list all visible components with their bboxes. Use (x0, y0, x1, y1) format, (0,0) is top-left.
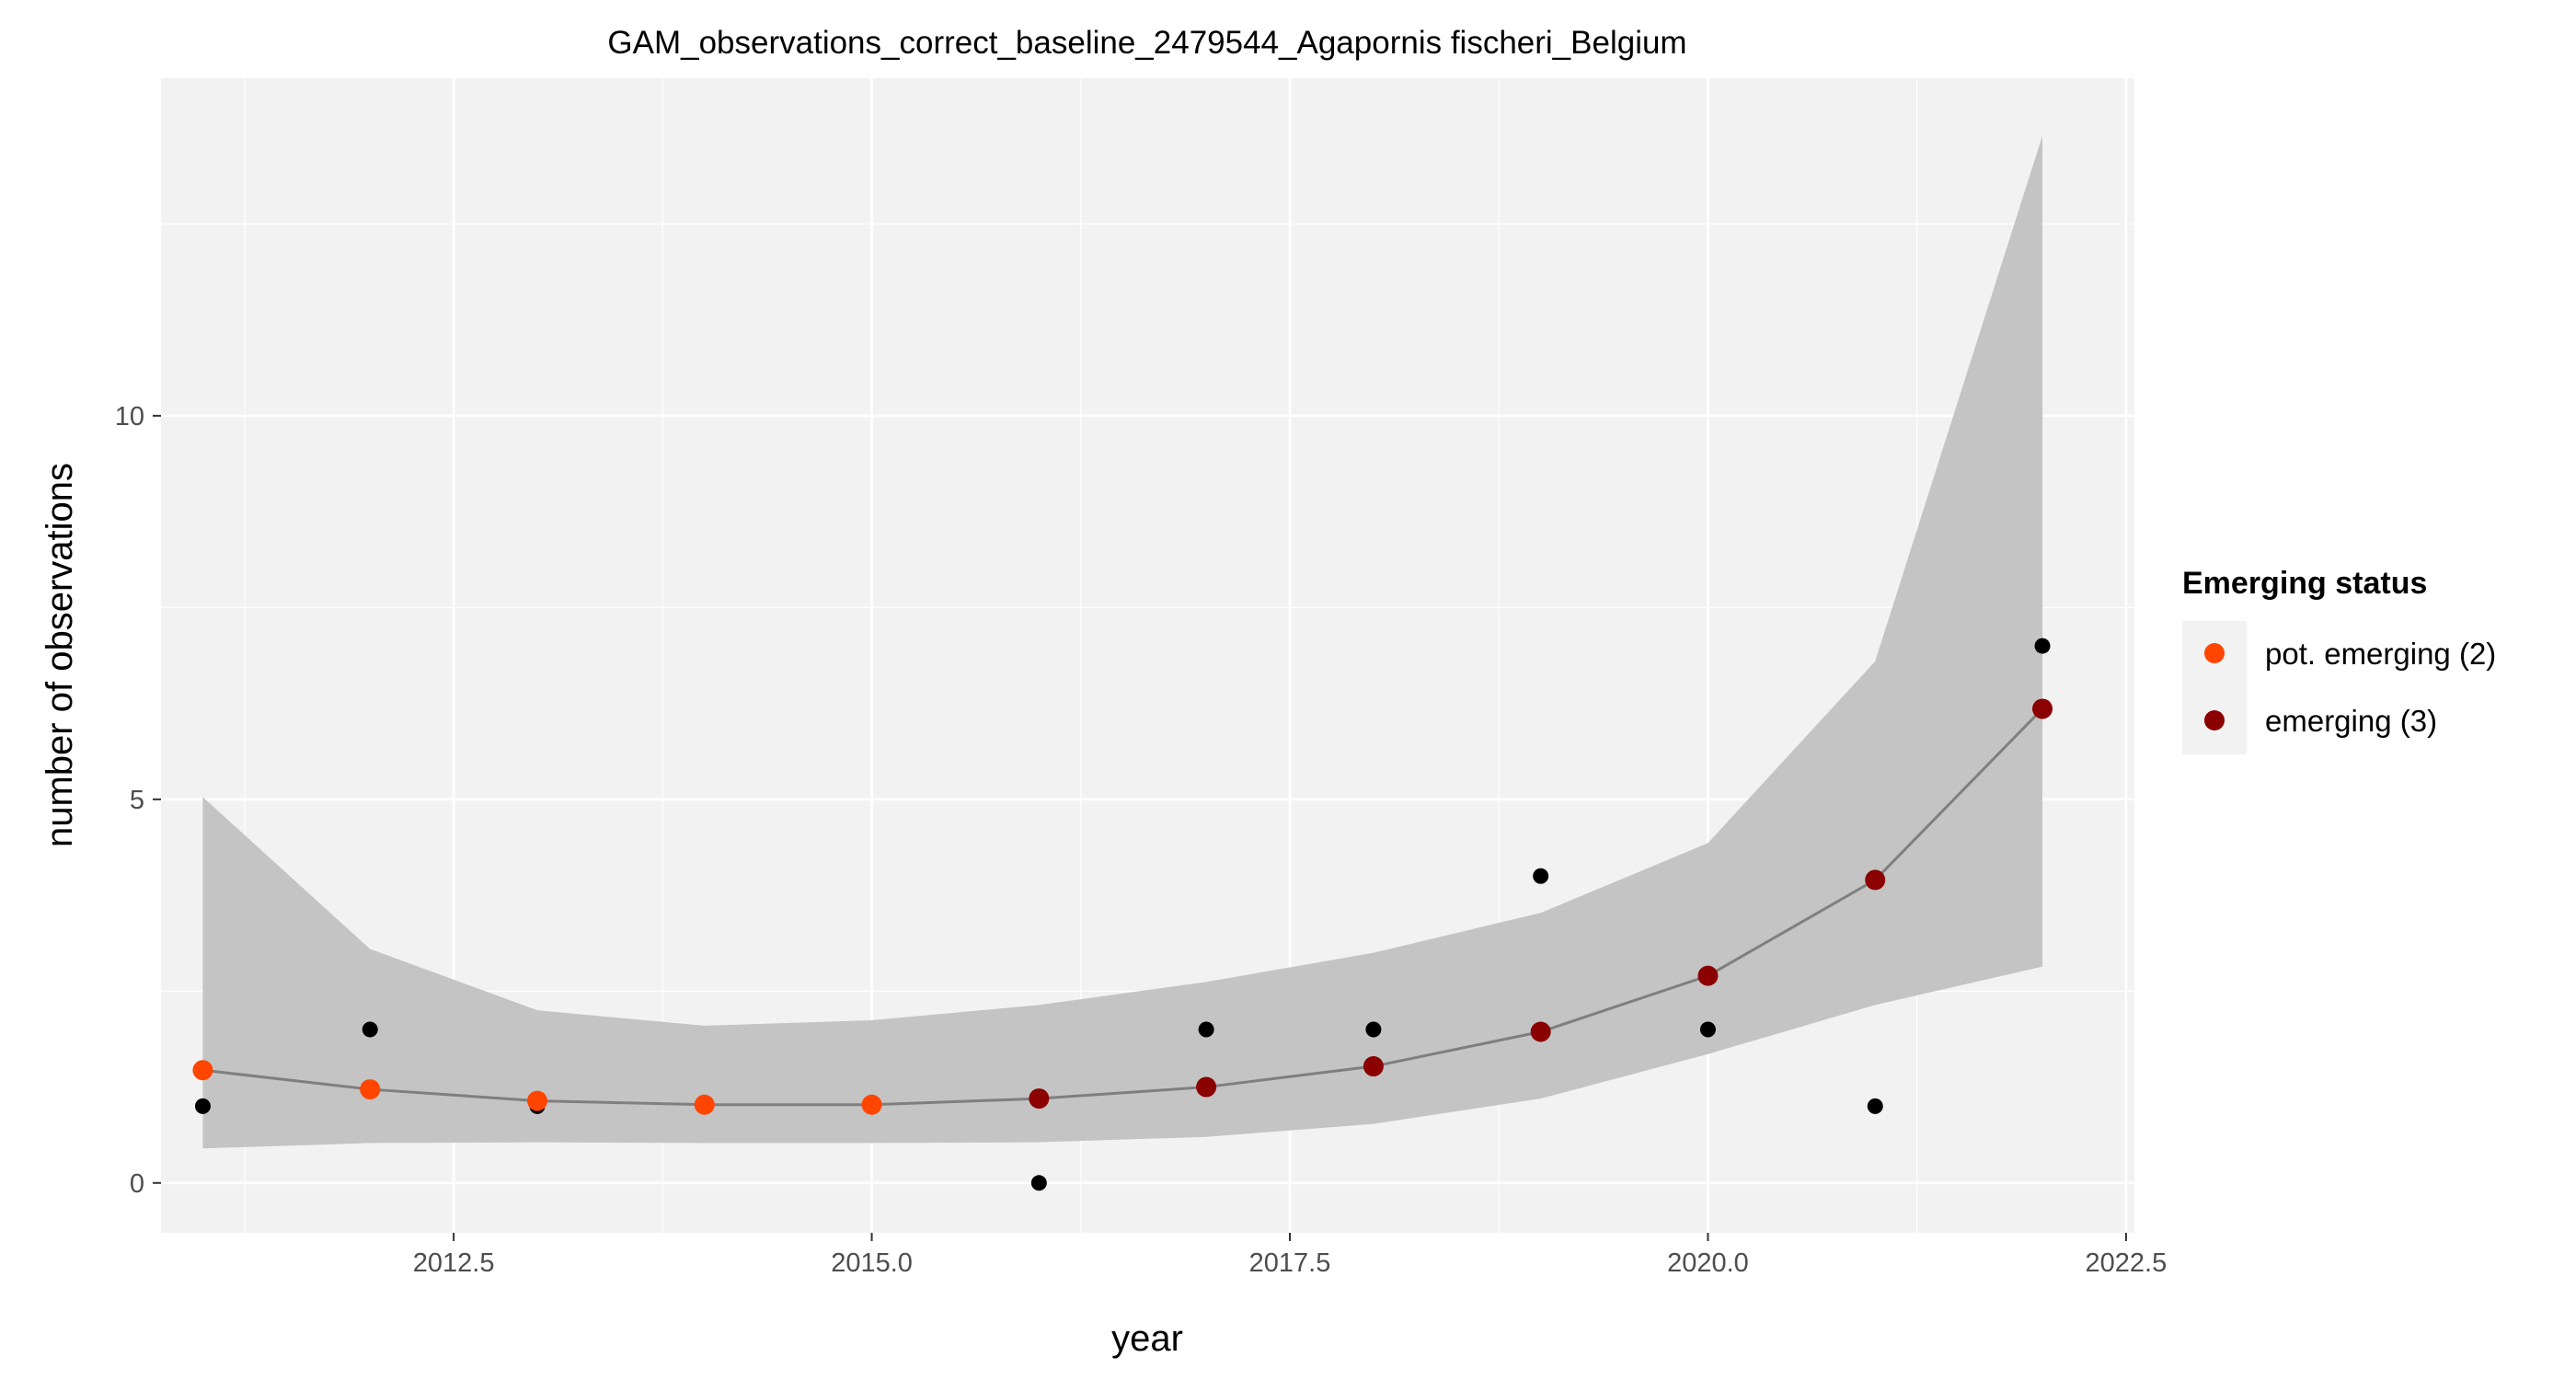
fit-point (1697, 965, 1719, 986)
y-tick-label: 10 (115, 402, 144, 431)
legend-title: Emerging status (2182, 566, 2427, 601)
x-tick-label: 2012.5 (413, 1248, 495, 1278)
fit-point (527, 1090, 548, 1111)
fit-line (202, 707, 2044, 1107)
y-tick-label: 0 (130, 1169, 144, 1199)
legend-label-emerging: emerging (3) (2265, 704, 2437, 738)
fit-point (694, 1094, 715, 1115)
legend-key-background (2182, 621, 2247, 754)
observed-point (1533, 868, 1549, 884)
fit-point (1363, 1056, 1384, 1077)
confidence-ribbon-layer (202, 135, 2043, 1149)
legend: Emerging status pot. emerging (2) emergi… (2182, 566, 2496, 754)
y-axis-title: number of observations (40, 463, 80, 847)
observed-point (2034, 638, 2051, 654)
x-tick-label: 2015.0 (831, 1248, 913, 1278)
confidence-ribbon (202, 135, 2043, 1149)
axes: 2012.5 2015.0 2017.5 2020.0 2022.5 0 5 10 (115, 402, 2168, 1278)
fit-point (360, 1079, 381, 1100)
observed-point (1867, 1098, 1883, 1114)
fit-point (2032, 698, 2053, 719)
observed-point (1198, 1021, 1214, 1038)
legend-key-pot-emerging (2204, 643, 2225, 663)
y-tick-label: 5 (130, 786, 144, 815)
x-tick-label: 2017.5 (1249, 1248, 1331, 1278)
fit-point (1029, 1088, 1050, 1110)
x-tick-label: 2020.0 (1667, 1248, 1749, 1278)
x-tick-label: 2022.5 (2086, 1248, 2168, 1278)
fit-point (1530, 1021, 1551, 1042)
fit-point (1196, 1076, 1217, 1098)
observed-point (194, 1098, 211, 1114)
observed-point (1365, 1021, 1382, 1038)
fit-points-layer (192, 698, 2053, 1115)
legend-label-pot-emerging: pot. emerging (2) (2265, 637, 2496, 671)
legend-key-emerging (2204, 710, 2225, 730)
chart-title: GAM_observations_correct_baseline_247954… (607, 25, 1686, 61)
observed-point (362, 1021, 378, 1038)
fit-point (1865, 869, 1886, 891)
observed-point (1699, 1021, 1716, 1038)
fit-point (192, 1060, 213, 1081)
observed-point (1030, 1175, 1047, 1191)
fit-line-layer (202, 707, 2044, 1107)
x-axis-title: year (1111, 1318, 1183, 1359)
fit-point (861, 1094, 882, 1115)
